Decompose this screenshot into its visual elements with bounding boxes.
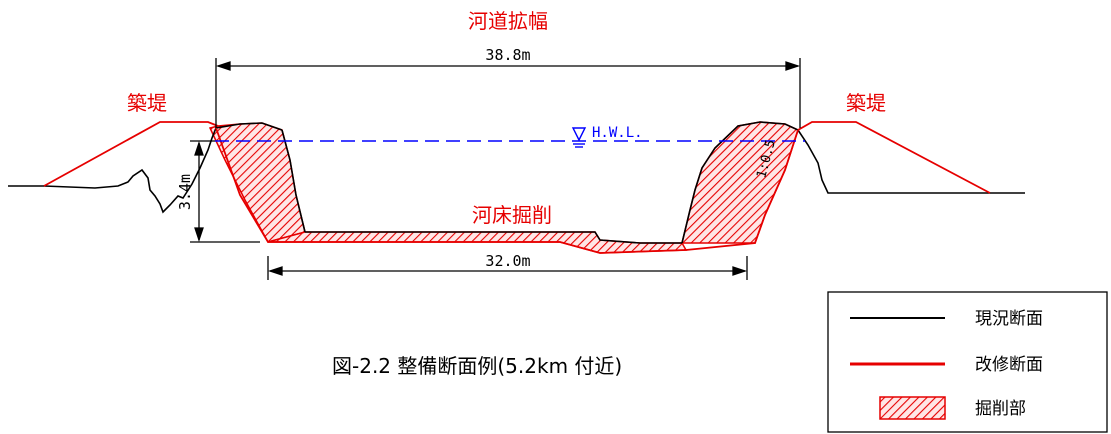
river-widening-label: 河道拡幅 — [468, 9, 548, 33]
legend-label-improved: 改修断面 — [975, 355, 1043, 375]
top-width-label: 38.8m — [485, 46, 530, 64]
existing-riverbed — [305, 231, 682, 244]
depth-dimension — [190, 140, 260, 243]
hwl-label: H.W.L. — [592, 125, 643, 141]
figure-caption: 図-2.2 整備断面例(5.2km 付近) — [332, 354, 622, 378]
levee-right-label: 築堤 — [846, 91, 886, 115]
improved-section — [43, 121, 991, 254]
bottom-width-dimension — [267, 256, 748, 280]
levee-left-label: 築堤 — [127, 91, 167, 115]
improved-right-levee — [797, 121, 991, 194]
existing-section — [8, 121, 1025, 244]
improved-left-levee — [43, 121, 219, 187]
legend: 現況断面 改修断面 掘削部 — [827, 291, 1108, 433]
legend-frame — [827, 291, 1108, 433]
legend-label-existing: 現況断面 — [975, 309, 1043, 329]
improved-channel — [215, 127, 799, 254]
existing-left-ground — [8, 122, 283, 214]
legend-swatch-excavation — [879, 396, 946, 420]
bed-excavation-label: 河床掘削 — [472, 203, 552, 227]
bottom-width-label: 32.0m — [485, 252, 530, 270]
legend-label-excavation: 掘削部 — [975, 399, 1026, 419]
existing-left-bank — [281, 129, 306, 233]
existing-right-bank — [681, 121, 1025, 244]
hwl-marker — [571, 127, 587, 148]
excavation-right-bank — [681, 121, 799, 244]
top-width-dimension — [215, 58, 801, 128]
depth-label: 3.4m — [176, 174, 194, 210]
